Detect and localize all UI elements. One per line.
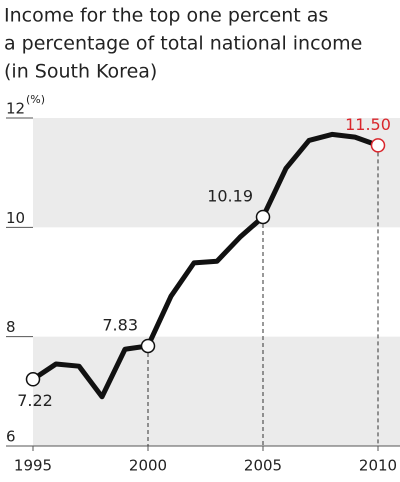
y-tick-label: 10 (6, 209, 25, 227)
point-marker (140, 338, 156, 354)
band (33, 336, 400, 446)
chart-title: a percentage of total national income (4, 33, 362, 55)
point-marker (370, 138, 386, 153)
x-tick-label: 2000 (129, 457, 167, 475)
line (30, 131, 381, 400)
data-label: 11.50 (345, 115, 391, 134)
x-tick-label: 1995 (14, 457, 52, 475)
x-tick-label: 2005 (244, 457, 282, 475)
data-label: 7.83 (102, 315, 138, 334)
data-label: 7.22 (17, 391, 53, 410)
y-tick-label: 12 (6, 100, 25, 118)
x-tick-label: 2010 (359, 457, 397, 475)
point-marker (255, 209, 271, 225)
y-tick-label: 8 (6, 318, 16, 336)
y-unit: (%) (26, 93, 45, 106)
chart-title: Income for the top one percent as (4, 5, 328, 27)
chart-title: (in South Korea) (4, 61, 157, 83)
data-label: 10.19 (207, 186, 253, 205)
point-marker (25, 372, 41, 387)
y-tick-label: 6 (6, 428, 16, 446)
